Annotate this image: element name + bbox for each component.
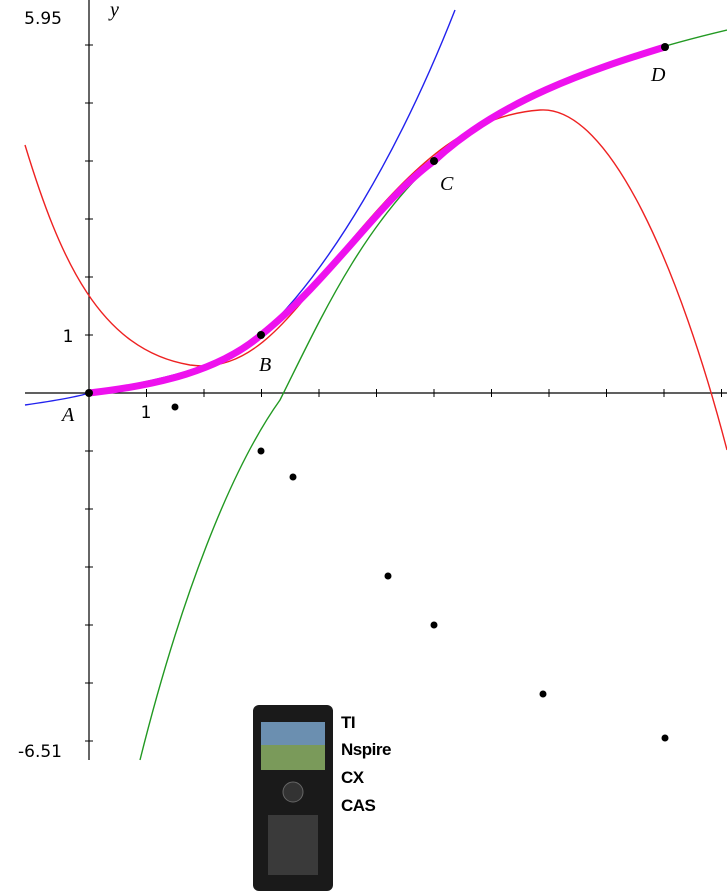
point-label: B [259,354,271,376]
caption-line: CAS [341,796,376,815]
calculator [253,705,333,891]
page: 5.95 -6.51 y 1 1 A B C D TI Nspire CX CA… [0,0,727,891]
scatter-dot [258,448,265,455]
curves [25,10,727,760]
caption-line: Nspire [341,740,391,759]
graph: 5.95 -6.51 y 1 1 A B C D TI Nspire CX CA… [0,0,727,891]
x-tick-label: 1 [141,403,152,423]
y-tick-label: 1 [63,327,74,347]
calculator-screen-image [261,745,325,770]
scatter-dot [662,735,669,742]
point [85,389,93,397]
scatter-dot [172,404,179,411]
caption-line: CX [341,768,365,787]
y-min-label: -6.51 [18,742,62,762]
point [430,157,438,165]
point-label: C [440,173,454,195]
point-label: D [650,64,666,86]
point-label: A [60,404,75,426]
caption-line: TI [341,713,355,732]
axes [25,0,727,760]
calculator-pad [283,782,303,802]
y-max-label: 5.95 [24,9,62,29]
point [257,331,265,339]
red-curve [25,110,727,450]
calculator-keys [268,815,318,875]
point [661,43,669,51]
scatter-dot [290,474,297,481]
scatter-dot [540,691,547,698]
scatter-dot [385,573,392,580]
scatter-dot [431,622,438,629]
y-axis-label: y [108,0,119,21]
spline [89,47,665,393]
